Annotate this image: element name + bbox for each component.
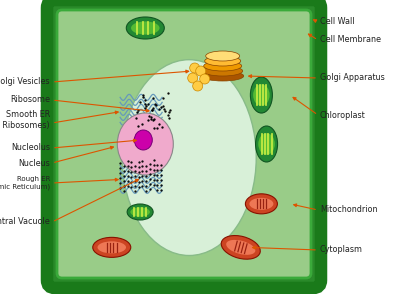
Ellipse shape [249,198,273,210]
Text: Cell Wall: Cell Wall [320,18,355,26]
Ellipse shape [206,51,240,61]
Ellipse shape [256,126,278,162]
Ellipse shape [202,71,244,81]
Ellipse shape [117,113,173,175]
Ellipse shape [130,207,150,217]
FancyBboxPatch shape [57,10,311,278]
Ellipse shape [250,77,272,113]
Ellipse shape [97,241,126,253]
Text: Large Central Vacuole: Large Central Vacuole [0,218,50,226]
Ellipse shape [134,130,152,150]
Text: Ribosome: Ribosome [10,96,50,104]
Ellipse shape [127,204,153,220]
Ellipse shape [131,21,160,35]
Ellipse shape [253,84,270,106]
Text: Cytoplasm: Cytoplasm [320,245,363,255]
Ellipse shape [126,17,164,39]
Ellipse shape [245,194,277,214]
Ellipse shape [204,61,242,71]
Text: Cell Membrane: Cell Membrane [320,36,381,44]
Ellipse shape [221,235,260,259]
Text: Mitochondrion: Mitochondrion [320,206,378,215]
FancyBboxPatch shape [47,0,321,288]
Circle shape [188,73,198,83]
Circle shape [200,74,210,84]
Ellipse shape [93,237,131,257]
Text: Smooth ER
(No Ribosomes): Smooth ER (No Ribosomes) [0,110,50,130]
Text: Golgi Vesicles: Golgi Vesicles [0,78,50,86]
Ellipse shape [258,133,275,155]
Ellipse shape [226,240,255,255]
Text: Nucleolus: Nucleolus [11,143,50,153]
Text: Golgi Apparatus: Golgi Apparatus [320,74,385,83]
FancyBboxPatch shape [62,15,306,273]
Text: Rough ER
(Endoplasmic Reticulum): Rough ER (Endoplasmic Reticulum) [0,176,50,190]
Circle shape [196,66,206,76]
Ellipse shape [122,60,256,255]
Text: Chloroplast: Chloroplast [320,111,366,119]
Text: Nucleus: Nucleus [18,158,50,168]
Circle shape [190,63,200,73]
Ellipse shape [203,66,243,76]
Ellipse shape [204,56,241,66]
Circle shape [193,81,203,91]
